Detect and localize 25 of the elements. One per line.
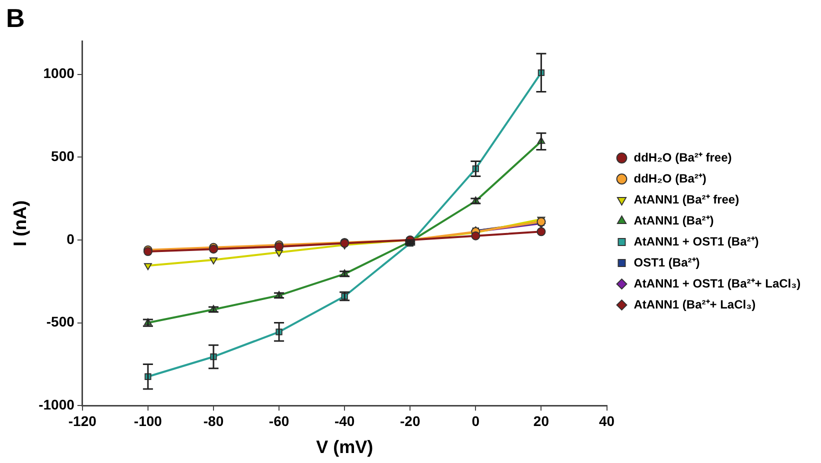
x-tick-label: -40 xyxy=(334,412,355,429)
chart-title: B xyxy=(6,2,25,33)
legend-label: AtANN1 (Ba²⁺+ LaCl₃) xyxy=(634,297,756,312)
legend-label: AtANN1 (Ba²⁺ free) xyxy=(634,192,740,206)
y-tick-label: -1000 xyxy=(38,396,75,412)
x-tick-label: -100 xyxy=(134,412,162,429)
y-tick-label: -500 xyxy=(46,314,75,330)
legend-label: AtANN1 + OST1 (Ba²⁺+ LaCl₃) xyxy=(634,276,801,290)
x-tick-label: 0 xyxy=(472,412,480,429)
legend-label: AtANN1 + OST1 (Ba²⁺) xyxy=(634,234,759,248)
x-tick-label: -20 xyxy=(400,412,420,429)
x-tick-label: -80 xyxy=(203,412,224,429)
x-tick-label: -120 xyxy=(68,412,97,429)
x-tick-label: -60 xyxy=(268,412,290,429)
legend-label: AtANN1 (Ba²⁺) xyxy=(634,213,714,228)
x-tick-label: 40 xyxy=(598,412,615,429)
legend-label: OST1 (Ba²⁺) xyxy=(634,255,700,270)
y-tick-label: 1000 xyxy=(43,65,75,82)
y-tick-label: 500 xyxy=(51,148,75,164)
y-tick-label: 0 xyxy=(66,230,75,247)
legend-label: ddH₂O (Ba²⁺ free) xyxy=(634,150,732,164)
y-axis-title: I (nA) xyxy=(10,200,30,246)
x-axis-title: V (mV) xyxy=(316,437,374,458)
x-tick-label: 20 xyxy=(533,412,550,429)
legend-label: ddH₂O (Ba²⁺) xyxy=(634,171,706,186)
